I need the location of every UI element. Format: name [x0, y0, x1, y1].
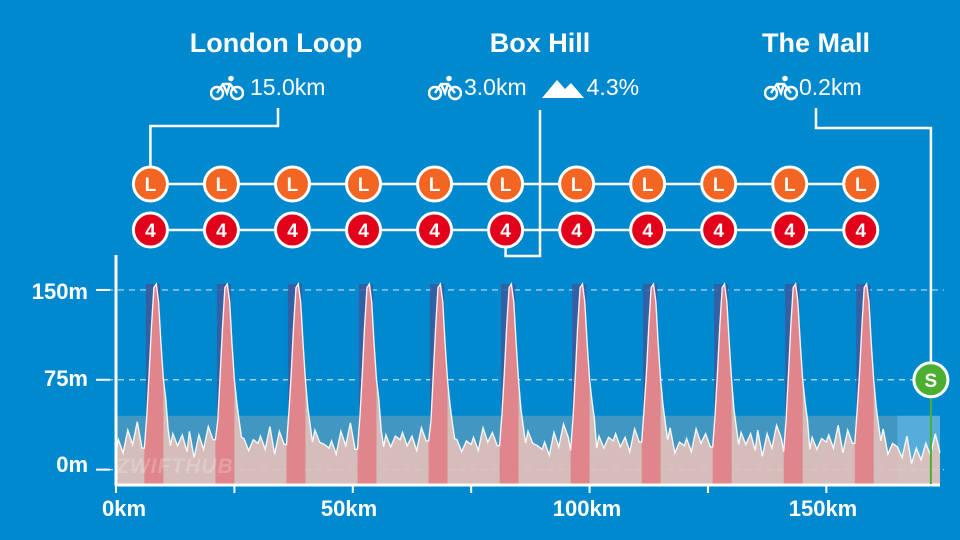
- lap-marker-label: L: [500, 175, 512, 196]
- kom-marker-label: 4: [429, 221, 440, 242]
- kom-marker: [629, 211, 667, 249]
- lap-marker-label: L: [855, 175, 867, 196]
- zwifthub-watermark: ZWIFTHUB: [116, 455, 234, 478]
- lap-marker-label: L: [571, 175, 583, 196]
- segment-grade: 4.3%: [586, 74, 640, 100]
- mountain-icon: [541, 76, 585, 100]
- segment-markers: L 4 L 4 L 4 L 4 L 4 L 4 L 4 L 4 L 4 L 4 L 4 S: [131, 165, 950, 484]
- sprint-marker-label: S: [925, 371, 938, 392]
- kom-marker: [131, 211, 169, 249]
- lap-marker-label: L: [145, 175, 157, 196]
- segment-distance: 3.0km: [464, 74, 527, 100]
- lap-marker-label: L: [713, 175, 725, 196]
- climb-area: [144, 284, 164, 484]
- lap-marker-label: L: [784, 175, 796, 196]
- sprint-marker: [912, 361, 950, 399]
- kom-marker-label: 4: [145, 221, 156, 242]
- segment-title-the-mall: The Mall: [761, 28, 871, 58]
- climb-area: [499, 284, 519, 484]
- lap-marker: [345, 165, 383, 203]
- lap-marker-label: L: [216, 175, 228, 196]
- climb-area: [854, 284, 874, 484]
- kom-marker: [771, 211, 809, 249]
- terrain-area: [116, 284, 940, 484]
- kom-marker-label: 4: [216, 221, 227, 242]
- kom-marker-label: 4: [358, 221, 369, 242]
- kom-marker: [487, 211, 525, 249]
- x-tick-label: 50km: [320, 496, 378, 521]
- lap-marker: [131, 165, 169, 203]
- kom-marker-label: 4: [855, 221, 866, 242]
- lap-marker: [202, 165, 240, 203]
- lap-marker-label: L: [358, 175, 370, 196]
- kom-marker: [273, 211, 311, 249]
- climb-area: [783, 284, 803, 484]
- lap-marker: [558, 165, 596, 203]
- y-tick-label: 75m: [43, 366, 88, 391]
- bike-icon: [764, 75, 798, 101]
- segment-title-london-loop: London Loop: [189, 28, 363, 58]
- x-tick-label: 0km: [101, 496, 147, 521]
- climb-area: [357, 284, 377, 484]
- climb-area: [428, 284, 448, 484]
- lap-marker-label: L: [287, 175, 299, 196]
- kom-marker: [202, 211, 240, 249]
- lap-marker: [771, 165, 809, 203]
- y-tick-label: 150m: [31, 279, 88, 304]
- segment-info-the-mall: 0.2km: [764, 74, 862, 101]
- connector-the-mall: [814, 108, 933, 362]
- lap-marker-label: L: [642, 175, 654, 196]
- bike-icon: [428, 75, 462, 101]
- connector-london-loop: [149, 108, 280, 166]
- kom-marker: [842, 211, 880, 249]
- lap-marker: [629, 165, 667, 203]
- lap-marker: [842, 165, 880, 203]
- chart-axes: [114, 255, 940, 493]
- kom-marker-label: 4: [287, 221, 298, 242]
- segment-info-box-hill: 3.0km 4.3%: [428, 74, 639, 101]
- segment-title-box-hill: Box Hill: [489, 28, 591, 58]
- y-tick-label: 0m: [56, 452, 88, 477]
- kom-marker-label: 4: [713, 221, 724, 242]
- elevation-profile: [115, 282, 941, 484]
- kom-marker-label: 4: [571, 221, 582, 242]
- kom-marker-label: 4: [500, 221, 511, 242]
- segment-distance: 0.2km: [799, 74, 862, 100]
- climb-area: [215, 284, 235, 484]
- climb-area: [286, 284, 306, 484]
- climb-area: [641, 284, 661, 484]
- x-tick-label: 150km: [788, 496, 858, 521]
- segment-info-london-loop: 15.0km: [210, 74, 325, 101]
- lap-marker-label: L: [429, 175, 441, 196]
- profile-line: [115, 282, 941, 464]
- kom-marker-label: 4: [784, 221, 795, 242]
- kom-marker: [700, 211, 738, 249]
- lap-marker: [700, 165, 738, 203]
- kom-marker: [345, 211, 383, 249]
- climb-area: [570, 284, 590, 484]
- bike-icon: [210, 75, 244, 101]
- lap-marker: [273, 165, 311, 203]
- kom-marker: [558, 211, 596, 249]
- x-tick-label: 100km: [552, 496, 622, 521]
- segment-connectors: [149, 108, 933, 362]
- kom-marker: [416, 211, 454, 249]
- segment-distance: 15.0km: [250, 74, 326, 100]
- lap-marker: [416, 165, 454, 203]
- kom-marker-label: 4: [642, 221, 653, 242]
- climb-area: [712, 284, 732, 484]
- lap-marker: [487, 165, 525, 203]
